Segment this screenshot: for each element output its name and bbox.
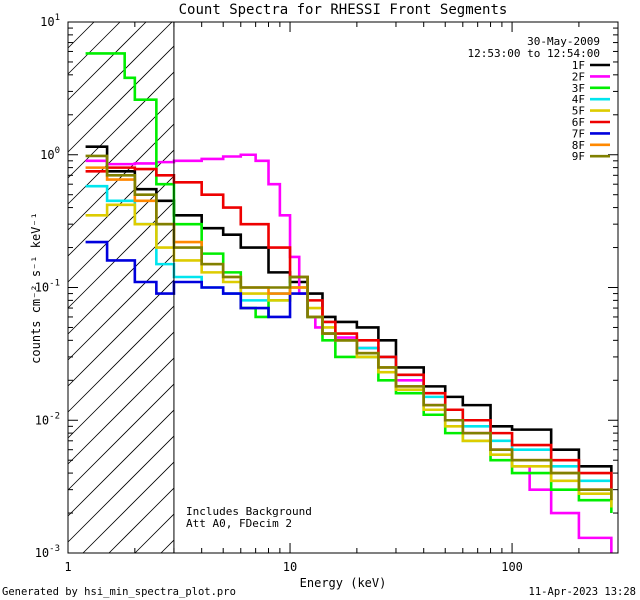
series-6F bbox=[85, 166, 613, 490]
series-layer bbox=[85, 52, 613, 553]
x-tick-label: 100 bbox=[501, 560, 523, 574]
y-tick-label: 101 bbox=[40, 13, 60, 29]
legend-label: 5F bbox=[572, 105, 585, 118]
footer-generator: Generated by hsi_min_spectra_plot.pro bbox=[2, 586, 236, 598]
legend-label: 9F bbox=[572, 150, 585, 163]
annotation-background: Includes Background bbox=[186, 505, 312, 518]
annotation-attenuator: Att A0, FDecim 2 bbox=[186, 517, 292, 530]
legend-date: 30-May-2009 bbox=[527, 35, 600, 48]
series-7F bbox=[85, 240, 309, 319]
y-tick-label: 100 bbox=[40, 146, 60, 162]
legend-label: 6F bbox=[572, 116, 585, 129]
y-tick-label: 10-2 bbox=[35, 411, 60, 427]
y-axis-label: counts cm⁻² s⁻¹ keV⁻¹ bbox=[29, 212, 43, 364]
x-tick-label: 1 bbox=[64, 560, 71, 574]
series-1F bbox=[85, 145, 613, 490]
legend-label: 3F bbox=[572, 82, 585, 95]
legend-label: 1F bbox=[572, 59, 585, 72]
legend-label: 8F bbox=[572, 139, 585, 152]
legend-label: 2F bbox=[572, 70, 585, 83]
x-axis-label: Energy (keV) bbox=[300, 576, 387, 590]
x-tick-label: 10 bbox=[283, 560, 297, 574]
y-tick-label: 10-3 bbox=[35, 544, 60, 560]
legend-label: 4F bbox=[572, 93, 585, 106]
x-axis: 1 10 100 bbox=[64, 22, 619, 574]
series-2F bbox=[85, 153, 613, 553]
legend-label: 7F bbox=[572, 127, 585, 140]
hatched-region bbox=[67, 21, 175, 554]
chart-title: Count Spectra for RHESSI Front Segments bbox=[179, 2, 508, 18]
hatch-lines bbox=[67, 21, 175, 554]
legend-time-range: 12:53:00 to 12:54:00 bbox=[468, 47, 600, 60]
footer-timestamp: 11-Apr-2023 13:28 bbox=[529, 586, 636, 598]
